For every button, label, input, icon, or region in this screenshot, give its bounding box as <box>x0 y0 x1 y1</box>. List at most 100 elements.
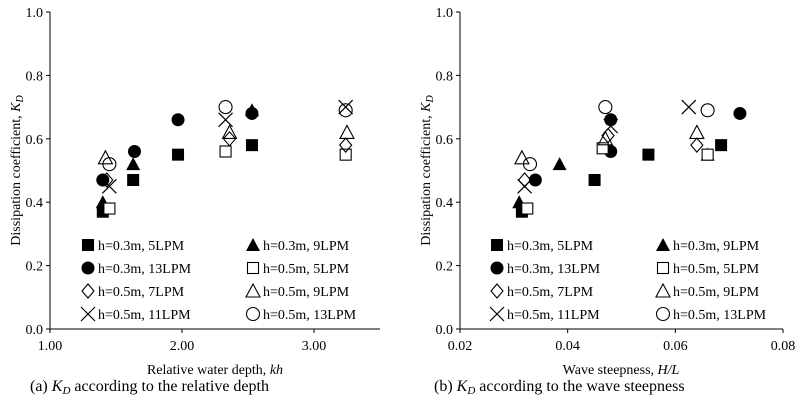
chart-a-point <box>245 139 258 152</box>
chart-b-point <box>715 139 728 152</box>
chart-b-legend-label: h=0.5m, 5LPM <box>673 262 760 277</box>
chart-a-legend-label: h=0.3m, 5LPM <box>98 239 185 254</box>
chart-a-legend-label: h=0.3m, 9LPM <box>263 239 350 254</box>
chart-b-legend-label: h=0.5m, 9LPM <box>673 285 760 300</box>
chart-a-legend-item: h=0.3m, 5LPM <box>82 239 185 254</box>
chart-a-legend-marker <box>245 282 261 298</box>
caption-a-text: according to the relative depth <box>74 378 269 395</box>
chart-b-legend-marker <box>655 282 671 298</box>
chart-b-point <box>700 103 715 118</box>
chart-b-ytick-label: 0.8 <box>436 69 454 84</box>
chart-b-legend-label: h=0.3m, 5LPM <box>507 239 594 254</box>
chart-b-legend-label: h=0.5m, 13LPM <box>673 308 767 323</box>
chart-a-point <box>219 145 232 158</box>
chart-b-xtick-label: 0.02 <box>448 339 473 354</box>
chart-b-point <box>528 173 542 187</box>
caption-a-k: K <box>51 378 63 395</box>
chart-b-legend-label: h=0.5m, 11LPM <box>507 308 600 323</box>
chart-b-series-2 <box>528 106 747 187</box>
chart-a-legend-item: h=0.5m, 5LPM <box>246 261 350 277</box>
chart-b-legend-marker <box>491 239 503 251</box>
chart-a-point <box>218 112 233 128</box>
caption-b-text: according to the wave steepness <box>479 378 685 395</box>
chart-b-point <box>596 142 609 155</box>
caption-a-prefix: (a) <box>30 378 48 395</box>
chart-a-point <box>100 172 114 188</box>
caption-b: (b) KD according to the wave steepness <box>434 378 685 397</box>
chart-a-legend-label: h=0.5m, 5LPM <box>263 262 350 277</box>
chart-a-point <box>222 130 237 147</box>
chart-b-point <box>588 174 601 187</box>
chart-b-ytick-label: 0.6 <box>436 133 454 148</box>
chart-a-xtick-label: 3.00 <box>302 339 327 354</box>
chart-a-legend-marker <box>246 261 260 275</box>
chart-b-point <box>733 106 747 120</box>
chart-b-legend-item: h=0.5m, 7LPM <box>490 283 594 300</box>
chart-a-ytick-label: 0.6 <box>26 133 44 148</box>
chart-a-legend-item: h=0.5m, 7LPM <box>81 283 185 300</box>
chart-b-ytick-label: 0.0 <box>436 323 454 338</box>
caption-b-k: K <box>456 378 468 395</box>
chart-b-y-title: Dissipation coefficient, KD <box>419 95 436 246</box>
chart-a-legend-item: h=0.5m, 13LPM <box>245 306 357 323</box>
chart-a-series-5 <box>97 124 355 165</box>
chart-a-point <box>339 124 355 140</box>
chart-b-xtick-label: 0.04 <box>555 339 580 354</box>
chart-b-point <box>522 157 538 172</box>
chart-a-legend-marker <box>81 261 95 275</box>
chart-a-legend-marker <box>245 306 261 322</box>
chart-a-series-0 <box>96 139 258 218</box>
chart-b-series-5 <box>513 124 705 165</box>
caption-a: (a) KD according to the relative depth <box>30 378 269 397</box>
chart-b-legend-marker <box>656 261 670 275</box>
caption-a-sub: D <box>62 385 71 397</box>
chart-b-legend-marker <box>655 306 671 322</box>
chart-b-legend-marker <box>656 238 670 251</box>
chart-a-legend-item: h=0.5m, 9LPM <box>245 282 350 300</box>
chart-a-legend-label: h=0.5m, 7LPM <box>98 285 185 300</box>
chart-a-series-4 <box>100 130 353 188</box>
chart-b-series-6 <box>517 99 697 194</box>
chart-b-legend-marker <box>489 306 505 322</box>
chart-a-xtick-label: 1.00 <box>38 339 63 354</box>
chart-a-legend: h=0.3m, 5LPM h=0.3m, 9LPM h=0.3m, 13LPM h=0… <box>80 238 357 323</box>
chart-a-series-3 <box>103 145 352 215</box>
chart-b-point <box>642 148 655 161</box>
chart-b-legend-item: h=0.3m, 9LPM <box>656 238 760 254</box>
chart-b-point <box>603 118 619 134</box>
chart-a-legend-item: h=0.3m, 13LPM <box>81 261 192 277</box>
chart-a-point <box>127 144 141 158</box>
chart-a-y-title: Dissipation coefficient, KD <box>9 95 26 246</box>
chart-a-ytick-label: 1.0 <box>26 6 44 21</box>
chart-a-point <box>245 106 259 120</box>
chart-b-legend-item: h=0.3m, 13LPM <box>490 261 601 277</box>
chart-b-series-7 <box>522 100 715 172</box>
chart-b-legend-label: h=0.5m, 7LPM <box>507 285 594 300</box>
chart-b-point <box>598 100 613 115</box>
chart-b-point <box>521 202 534 215</box>
chart-b-point <box>604 113 618 127</box>
chart-b-ytick-label: 1.0 <box>436 6 454 21</box>
caption-b-prefix: (b) <box>434 378 453 395</box>
chart-b-series-3 <box>521 142 714 215</box>
chart-b-legend-item: h=0.5m, 13LPM <box>655 306 767 323</box>
chart-b-legend-item: h=0.5m, 9LPM <box>655 282 760 300</box>
chart-a-series-7 <box>102 100 353 172</box>
chart-a-legend-marker <box>82 239 94 251</box>
chart-a-legend-item: h=0.3m, 9LPM <box>246 238 350 254</box>
chart-a-point <box>339 148 352 161</box>
chart-a-point <box>126 157 141 171</box>
chart-a-series-6 <box>101 99 354 194</box>
chart-b-point <box>688 124 705 140</box>
chart-b: 0.0 0.2 0.4 0.6 0.8 1.0 0.02 0.04 0.06 0.08 Wave s… <box>419 6 795 378</box>
chart-a-point <box>218 100 233 115</box>
chart-a-ytick-label: 0.4 <box>26 196 44 211</box>
chart-b-xtick-label: 0.06 <box>663 339 688 354</box>
chart-a-point <box>338 99 354 115</box>
chart-b-point <box>690 137 704 153</box>
chart-a-series-2 <box>96 106 259 187</box>
chart-a-point <box>338 103 353 118</box>
chart-a-point <box>171 113 185 127</box>
chart-b-point <box>513 149 530 165</box>
